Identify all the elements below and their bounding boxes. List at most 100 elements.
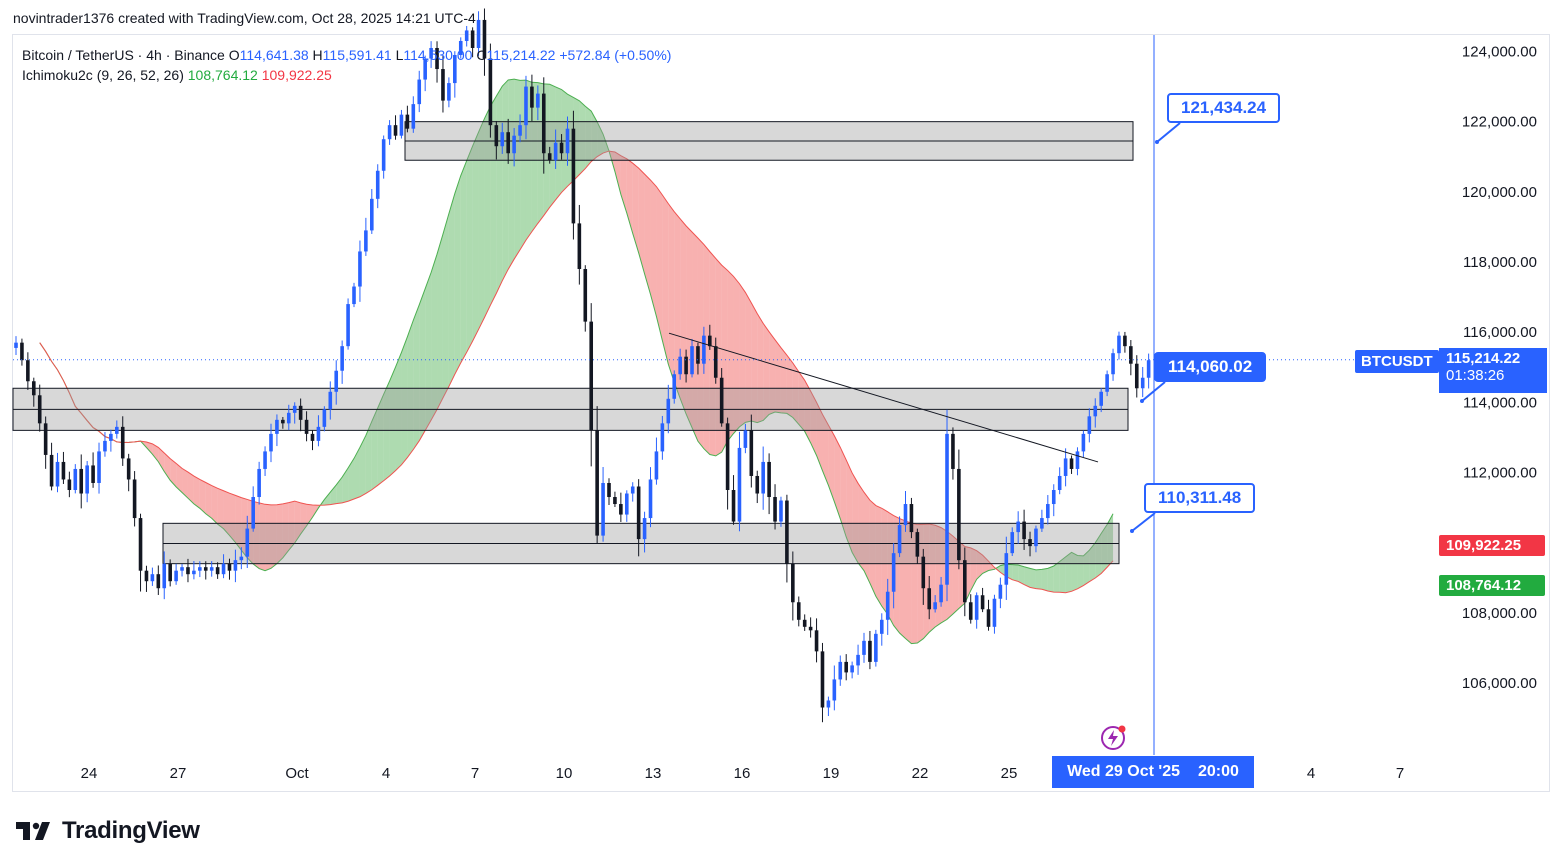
candle <box>601 466 605 542</box>
price-callout-mid[interactable]: 114,060.02 <box>1154 352 1267 382</box>
cloud-segment <box>294 501 301 544</box>
price-callout-upper[interactable]: 121,434.24 <box>1167 93 1281 123</box>
cloud-segment <box>798 371 805 432</box>
cloud-segment <box>223 490 230 536</box>
cloud-segment <box>638 168 645 274</box>
legend-low: 114,530.00 <box>403 47 473 63</box>
candle <box>690 338 694 378</box>
legend-open-label: O <box>228 47 240 63</box>
candle <box>346 298 350 350</box>
cloud-segment <box>146 441 153 455</box>
cloud-segment <box>549 84 556 208</box>
tradingview-brand[interactable]: TradingView <box>16 816 200 846</box>
cloud-segment <box>680 218 687 414</box>
cloud-segment <box>614 151 621 195</box>
legend-indicator-value-2: 109,922.25 <box>261 67 332 83</box>
cloud-segment <box>1053 561 1060 593</box>
legend-open: 114,641.38 <box>239 47 309 63</box>
candle <box>115 420 119 439</box>
cloud-segment <box>816 402 823 471</box>
price-callout-lower[interactable]: 110,311.48 <box>1144 483 1256 513</box>
cloud-segment <box>413 304 420 450</box>
cloud-segment <box>324 492 331 506</box>
candle <box>1034 525 1038 553</box>
candle <box>417 70 422 113</box>
candle <box>494 120 499 160</box>
candle <box>375 164 380 209</box>
cloud-segment <box>1041 568 1048 592</box>
legend-high-label: H <box>312 47 323 63</box>
candle <box>636 479 641 557</box>
price-axis: 106,000.00108,000.00110,000.00112,000.00… <box>1462 44 1537 692</box>
x-tick-label: 4 <box>382 765 390 782</box>
cloud-segment <box>970 547 977 591</box>
candle <box>577 204 582 285</box>
cloud-segment <box>1101 524 1108 574</box>
lightning-icon[interactable] <box>1098 723 1128 753</box>
candle <box>903 490 908 532</box>
cloud-segment <box>170 458 177 487</box>
x-tick-label: 16 <box>734 765 751 782</box>
candle <box>1129 340 1133 376</box>
x-tick-label: 27 <box>170 765 187 782</box>
cloud-segment <box>502 79 509 281</box>
cloud-segment <box>466 146 473 353</box>
candle <box>61 451 66 484</box>
candle <box>696 342 700 375</box>
cloud-segment <box>697 238 704 449</box>
cloud-segment <box>869 500 876 597</box>
cloud-segment <box>395 352 402 471</box>
cloud-segment <box>407 320 414 458</box>
candle <box>275 414 279 447</box>
candle <box>660 415 665 460</box>
cloud-segment <box>822 414 829 486</box>
candle <box>630 482 635 502</box>
candle <box>743 423 748 454</box>
cloud-segment <box>531 82 538 232</box>
candle <box>624 490 629 522</box>
candle <box>334 360 339 405</box>
bar-countdown: 01:38:26 <box>1446 367 1505 384</box>
legend-indicator[interactable]: Ichimoku2c (9, 26, 52, 26) <box>22 67 184 83</box>
y-tick-label: 120,000.00 <box>1462 184 1537 201</box>
cloud-segment <box>757 313 764 423</box>
cloud-segment <box>828 425 835 502</box>
chart-legend: Bitcoin / TetherUS · 4h · Binance O114,6… <box>22 45 671 85</box>
candle <box>856 644 860 675</box>
candle <box>684 349 688 383</box>
cloud-segment <box>852 472 859 563</box>
legend-symbol[interactable]: Bitcoin / TetherUS · 4h · Binance <box>22 47 225 63</box>
cloud-segment <box>1083 550 1090 586</box>
cloud-segment <box>354 447 360 500</box>
candle <box>506 118 510 164</box>
cloud-segment <box>300 502 307 535</box>
y-tick-label: 114,000.00 <box>1463 394 1537 411</box>
candle <box>737 431 742 532</box>
candle <box>963 547 967 617</box>
candle <box>292 402 297 424</box>
candle <box>571 110 576 240</box>
span-a-line <box>39 78 1114 645</box>
candle <box>91 452 95 488</box>
candle <box>1134 355 1139 398</box>
cloud-segment <box>674 211 681 399</box>
cloud-segment <box>152 443 159 462</box>
candle <box>992 594 997 634</box>
candle <box>263 446 267 476</box>
candle <box>791 551 795 621</box>
cloud-segment <box>1059 556 1066 593</box>
cloud-segment <box>472 132 479 342</box>
cloud-segment <box>496 86 503 294</box>
cloud-segment <box>389 367 396 476</box>
cloud-segment <box>703 244 710 455</box>
candle <box>939 576 943 607</box>
candle <box>370 189 374 234</box>
x-tick-label: 10 <box>556 765 573 782</box>
candle <box>298 398 303 432</box>
candle <box>808 617 813 638</box>
candle <box>251 486 255 532</box>
cloud-segment <box>1047 566 1054 593</box>
candle <box>429 41 433 68</box>
candle <box>731 475 736 525</box>
